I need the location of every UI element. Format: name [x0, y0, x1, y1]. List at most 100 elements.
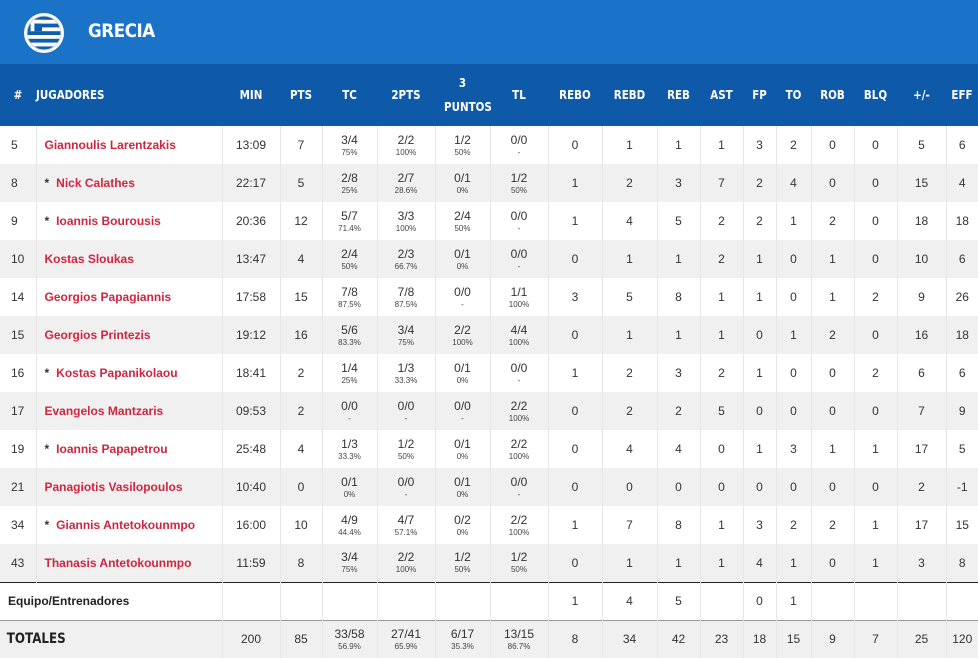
player-name-link[interactable]: Georgios Papagiannis: [44, 290, 172, 304]
stat-rebd: 2: [602, 164, 658, 202]
col-header-players[interactable]: JUGADORES: [36, 88, 105, 102]
col-header-eff[interactable]: EFF: [951, 88, 973, 102]
free-throws-percentage: 50%: [510, 185, 527, 195]
col-header-plus-minus[interactable]: +/-: [913, 88, 930, 102]
stat-rob: 0: [811, 544, 855, 582]
minutes: 19:12: [222, 316, 281, 354]
free-throws: 0/0-: [490, 354, 549, 392]
box-score-table: # JUGADORES MIN PTS TC 2PTS 3 PUNTOS TL …: [0, 64, 978, 658]
col-header-tc[interactable]: TC: [342, 88, 357, 102]
col-header-pts[interactable]: PTS: [289, 88, 313, 102]
stat-pm: 10: [897, 240, 947, 278]
three-pointers-percentage: -: [461, 413, 464, 423]
stat-fp: 3: [743, 506, 777, 544]
starter-marker: *: [44, 518, 50, 532]
field-goals-made-attempted: 3/4: [341, 132, 358, 147]
totals-stat-ast: 23: [700, 620, 744, 658]
points: 8: [280, 544, 323, 582]
stat-rebo: 1: [548, 164, 603, 202]
col-header-reb[interactable]: REB: [667, 88, 690, 102]
free-throws: 2/2 100%: [490, 506, 549, 544]
team-coaches-row: Equipo/Entrenadores 1 4 5 0 1: [0, 582, 978, 620]
col-header-2pts[interactable]: 2PTS: [391, 88, 421, 102]
totals-two-pointers-percentage: 65.9%: [394, 641, 418, 651]
col-header-number[interactable]: #: [13, 88, 23, 102]
free-throws: 1/2 50%: [490, 164, 549, 202]
player-name-link[interactable]: Giannoulis Larentzakis: [44, 138, 176, 152]
stat-to: 1: [776, 316, 812, 354]
stat-fp: 1: [743, 354, 777, 392]
stat-fp: 2: [743, 202, 777, 240]
three-pointers-percentage: 100%: [452, 337, 473, 347]
player-name-link[interactable]: Kostas Papanikolaou: [56, 366, 178, 380]
player-name-link[interactable]: Kostas Sloukas: [44, 252, 134, 266]
stat-rebo: 0: [548, 468, 603, 506]
col-header-fp[interactable]: FP: [752, 88, 767, 102]
player-name-link[interactable]: Ioannis Papapetrou: [56, 442, 168, 456]
col-header-rebd[interactable]: REBD: [613, 88, 646, 102]
totals-two-pointers: 27/41 65.9%: [377, 620, 436, 658]
field-goals-percentage: -: [348, 413, 351, 423]
three-pointers-made-attempted: 0/0: [454, 284, 471, 299]
player-number: 8: [0, 164, 37, 202]
player-name-link[interactable]: Evangelos Mantzaris: [44, 404, 164, 418]
col-header-blq[interactable]: BLQ: [863, 88, 888, 102]
field-goals-percentage: 33.3%: [338, 451, 361, 461]
field-goals-made-attempted: 2/4: [341, 246, 358, 261]
stat-rebo: 1: [548, 354, 603, 392]
player-number: 14: [0, 278, 37, 316]
col-header-ast[interactable]: AST: [710, 88, 733, 102]
stat-rebd: 0: [602, 468, 658, 506]
free-throws: 0/0-: [490, 468, 549, 506]
minutes: 13:09: [222, 126, 281, 164]
team-header: GRECIA: [0, 0, 978, 64]
stat-pm: 6: [897, 354, 947, 392]
free-throws-made-attempted: 1/2: [510, 550, 528, 565]
three-pointers: 0/1 0%: [435, 164, 491, 202]
stat-to: 0: [776, 240, 812, 278]
player-name-link[interactable]: Thanasis Antetokounmpo: [44, 555, 192, 570]
free-throws: 1/2 50%: [490, 544, 549, 582]
three-pointers: 1/2 50%: [435, 126, 491, 164]
stat-to: 1: [776, 544, 812, 582]
player-number: 9: [0, 202, 37, 240]
table-row: 16 * Kostas Papanikolaou 18:41 2 1/4 25% 1/3 33.…: [0, 354, 978, 392]
stat-rob: 1: [811, 430, 855, 468]
stat-reb: 1: [657, 126, 701, 164]
col-header-tl[interactable]: TL: [512, 88, 526, 102]
stat-eff: 18: [955, 328, 969, 342]
stat-reb: 1: [657, 240, 701, 278]
greece-flag-icon: [24, 13, 64, 53]
stat-rebd: 1: [602, 126, 658, 164]
player-name-link[interactable]: Giannis Antetokounmpo: [56, 518, 196, 532]
three-pointers-percentage: 0%: [456, 261, 469, 271]
field-goals-percentage: 0%: [343, 489, 356, 499]
col-header-rebo[interactable]: REBO: [559, 88, 591, 102]
stat-rebo: 0: [548, 316, 603, 354]
three-pointers: 2/2 100%: [435, 316, 491, 354]
points: 4: [280, 240, 323, 278]
stat-pm: 16: [897, 316, 947, 354]
free-throws-made-attempted: 0/0: [510, 208, 528, 223]
stat-blq: 1: [854, 430, 898, 468]
player-name-link[interactable]: Ioannis Bourousis: [56, 214, 161, 228]
team-stat-rebo: 1: [548, 582, 603, 620]
col-header-rob[interactable]: ROB: [820, 88, 845, 102]
two-pointers: 0/0-: [377, 468, 436, 506]
col-header-to[interactable]: TO: [785, 88, 802, 102]
stat-ast: 1: [700, 316, 744, 354]
stat-fp: 0: [743, 468, 777, 506]
field-goals-percentage: 44.4%: [338, 527, 361, 537]
stat-rebo: 1: [548, 506, 603, 544]
stat-reb: 2: [657, 392, 701, 430]
player-name-link[interactable]: Nick Calathes: [56, 176, 135, 190]
field-goals-made-attempted: 5/7: [341, 208, 358, 223]
table-row: 19 * Ioannis Papapetrou 25:48 4 1/3 33.3% 1/2 50…: [0, 430, 978, 468]
player-name-link[interactable]: Georgios Printezis: [44, 328, 151, 342]
three-pointers-percentage: 50%: [454, 223, 471, 233]
col-header-min[interactable]: MIN: [239, 88, 263, 102]
col-header-3pts[interactable]: 3 PUNTOS: [444, 76, 492, 114]
stat-pm: 5: [897, 126, 947, 164]
stat-reb: 0: [657, 468, 701, 506]
player-name-link[interactable]: Panagiotis Vasilopoulos: [44, 480, 183, 494]
